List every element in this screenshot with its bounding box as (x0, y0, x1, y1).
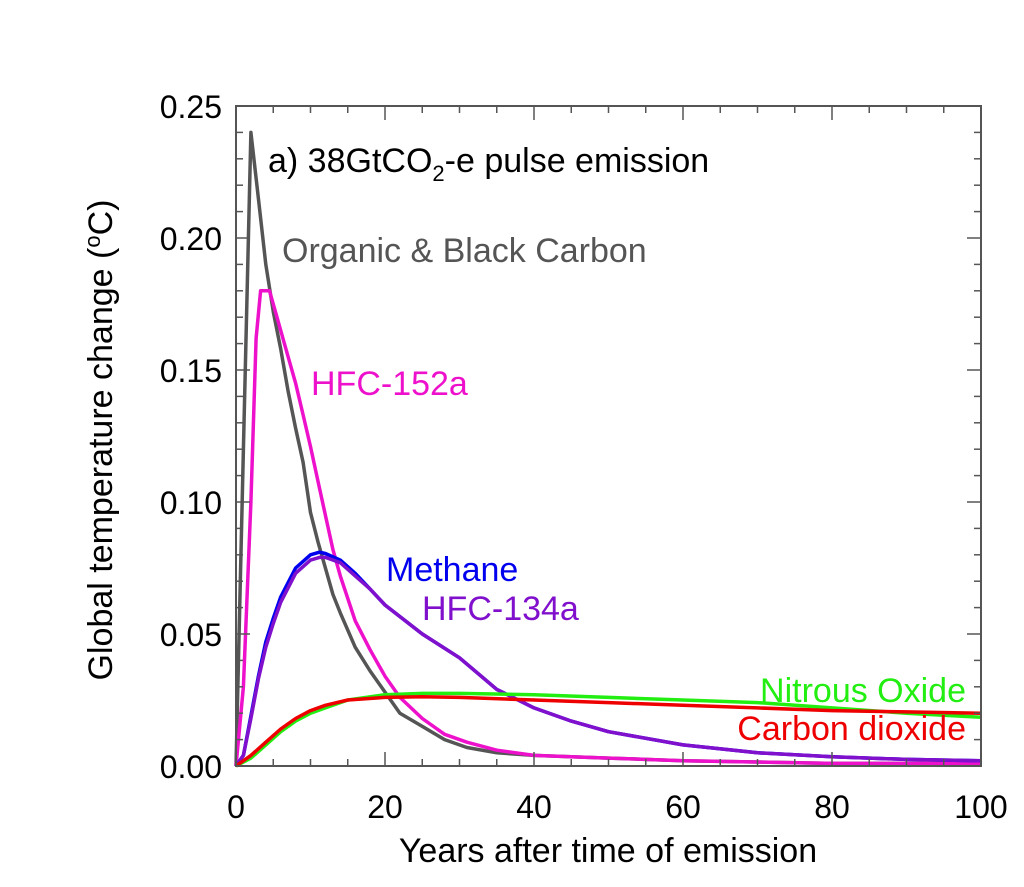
label-black-carbon: Organic & Black Carbon (282, 232, 647, 270)
y-axis-title: Global temperature change (oC) (80, 200, 120, 681)
x-tick-label: 40 (516, 789, 552, 825)
y-tick-label: 0.10 (160, 485, 222, 521)
series-line-organic-black-carbon (234, 130, 981, 767)
label-hfc-152a: HFC-152a (311, 365, 468, 403)
x-axis-title: Years after time of emission (399, 832, 817, 870)
y-tick-label: 0.25 (160, 89, 222, 125)
series-line-carbon-dioxide (234, 695, 982, 768)
label-nitrous-oxide: Nitrous Oxide (760, 672, 966, 710)
label-methane: Methane (386, 551, 518, 589)
series-layer (234, 130, 982, 768)
series-line-hfc-134a (234, 555, 982, 768)
x-tick-label: 0 (227, 789, 245, 825)
series-line-nitrous-oxide (235, 691, 982, 768)
x-tick-label: 60 (665, 789, 701, 825)
y-tick-label: 0.00 (160, 749, 222, 785)
tick-layer: 0 20 40 60 80 100 0.00 0.05 0.10 0.15 0.20 0.25 (160, 89, 1008, 825)
x-tick-label: 20 (367, 789, 403, 825)
chart-title: a) 38GtCO2-e pulse emission (268, 142, 709, 186)
y-tick-label: 0.15 (160, 353, 222, 389)
y-tick-label: 0.20 (160, 221, 222, 257)
x-tick-label: 80 (814, 789, 850, 825)
label-carbon-dioxide: Carbon dioxide (737, 710, 966, 748)
y-tick-label: 0.05 (160, 617, 222, 653)
plot-frame (235, 105, 982, 767)
x-tick-label: 100 (954, 789, 1007, 825)
label-hfc-134a: HFC-134a (422, 590, 579, 628)
